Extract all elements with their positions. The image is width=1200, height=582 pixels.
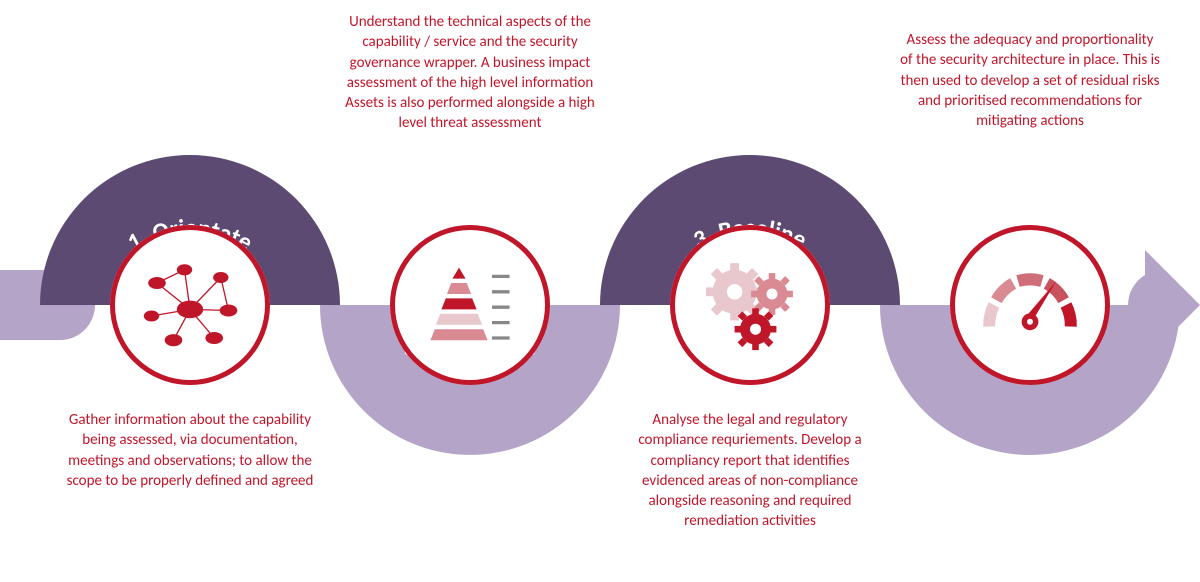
pyramid-icon: [415, 250, 525, 360]
step-circle-assess: [950, 225, 1110, 385]
desc-orientate: Gather information about the capability …: [60, 410, 320, 491]
gauge-icon: [970, 245, 1090, 365]
step-circle-understand: [390, 225, 550, 385]
desc-baseline: Analyse the legal and regulatory complia…: [620, 410, 880, 532]
network-icon: [135, 250, 245, 360]
desc-assess: Assess the adequacy and proportionality …: [900, 30, 1160, 131]
gears-icon: [695, 250, 805, 360]
desc-understand: Understand the technical aspects of the …: [340, 12, 600, 134]
step-circle-baseline: [670, 225, 830, 385]
process-flow-infographic: 1. Orientate 2. Understand 3. Baseline 4…: [0, 0, 1200, 582]
step-circle-orientate: [110, 225, 270, 385]
